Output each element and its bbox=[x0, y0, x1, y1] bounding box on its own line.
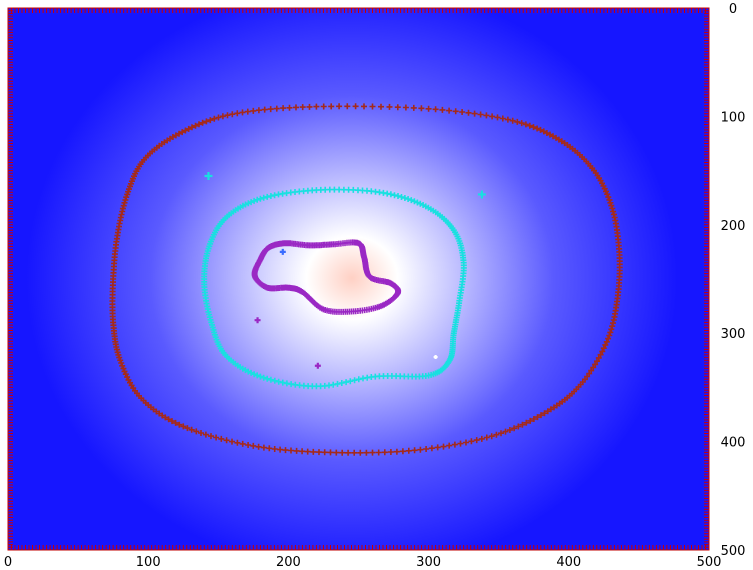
y-tick-label: 200 bbox=[721, 219, 746, 234]
x-tick-label: 500 bbox=[697, 555, 722, 570]
contour-level-2 bbox=[201, 186, 467, 390]
contour-plus-markers bbox=[109, 103, 623, 456]
x-axis: 0 100 200 300 400 500 bbox=[4, 555, 722, 570]
data-point-marker bbox=[279, 248, 286, 255]
data-point-marker bbox=[254, 317, 261, 324]
data-point-marker bbox=[204, 172, 213, 181]
x-tick-label: 200 bbox=[276, 555, 301, 570]
marker-layer bbox=[204, 172, 486, 369]
x-tick-label: 0 bbox=[4, 555, 12, 570]
x-tick-label: 400 bbox=[556, 555, 581, 570]
y-axis: 0 100 200 300 400 500 bbox=[721, 2, 746, 559]
y-tick-label: 500 bbox=[721, 544, 746, 559]
y-tick-label: 300 bbox=[721, 327, 746, 342]
y-tick-label: 400 bbox=[721, 436, 746, 451]
data-point-marker bbox=[314, 362, 321, 369]
contour-level-3 bbox=[251, 239, 402, 315]
y-tick-label: 0 bbox=[729, 2, 737, 17]
data-point-marker bbox=[433, 355, 438, 360]
contour-plus-markers bbox=[201, 186, 467, 390]
x-tick-label: 100 bbox=[136, 555, 161, 570]
x-tick-label: 300 bbox=[416, 555, 441, 570]
contour-plus-markers bbox=[251, 239, 402, 315]
minor-tick-marks bbox=[7, 7, 710, 551]
y-tick-label: 100 bbox=[721, 110, 746, 125]
heatmap-background bbox=[8, 8, 709, 550]
contour-level-1 bbox=[109, 103, 623, 456]
frame-tick-marks bbox=[7, 7, 710, 551]
contour-layer bbox=[109, 103, 623, 456]
data-point-marker bbox=[477, 190, 486, 199]
